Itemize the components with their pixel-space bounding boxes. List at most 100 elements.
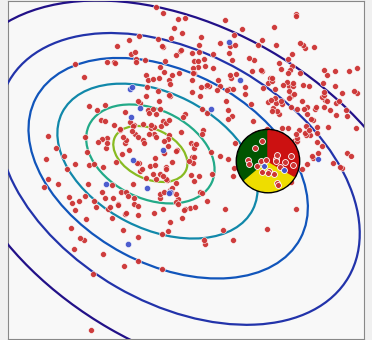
Point <box>188 140 194 145</box>
Point <box>45 176 51 182</box>
Point <box>158 267 164 272</box>
Point <box>248 102 254 107</box>
Point <box>160 148 166 153</box>
Point <box>265 100 271 105</box>
Point <box>238 26 244 31</box>
Point <box>136 34 142 39</box>
Point <box>125 193 131 199</box>
Point <box>86 104 92 109</box>
Point <box>259 169 265 174</box>
Point <box>280 83 286 88</box>
Point <box>165 228 171 234</box>
Point <box>269 108 275 114</box>
Point <box>175 16 181 22</box>
Point <box>343 114 349 119</box>
Point <box>161 189 167 194</box>
Point <box>99 190 105 195</box>
Point <box>259 37 265 42</box>
Point <box>107 204 113 209</box>
Point <box>231 165 237 170</box>
Point <box>84 149 90 155</box>
Point <box>265 170 271 176</box>
Point <box>319 143 325 149</box>
Point <box>270 105 276 110</box>
Point <box>293 14 299 19</box>
Point <box>264 127 270 132</box>
Point <box>72 162 78 167</box>
Point <box>140 137 146 143</box>
Point <box>145 132 151 137</box>
Point <box>264 155 270 160</box>
Point <box>155 37 161 42</box>
Point <box>214 87 220 93</box>
Point <box>179 216 185 221</box>
Point <box>202 63 208 68</box>
Point <box>296 127 302 133</box>
Point <box>279 66 285 72</box>
Point <box>273 42 279 48</box>
Point <box>304 104 310 110</box>
Point <box>254 163 260 169</box>
Point <box>105 135 110 140</box>
Point <box>275 108 280 114</box>
Point <box>132 132 138 137</box>
Point <box>309 153 315 158</box>
Point <box>167 219 173 225</box>
Point <box>157 171 163 177</box>
Point <box>204 110 210 116</box>
Point <box>324 72 330 78</box>
Point <box>199 84 205 90</box>
Point <box>220 228 226 233</box>
Point <box>261 163 267 169</box>
Point <box>288 93 294 99</box>
Point <box>204 82 210 88</box>
Point <box>146 110 152 116</box>
Point <box>208 149 214 155</box>
Point <box>187 172 193 177</box>
Point <box>148 125 154 130</box>
Point <box>199 131 205 136</box>
Point <box>109 216 115 221</box>
Point <box>72 207 78 212</box>
Point <box>313 104 319 109</box>
Point <box>233 71 239 76</box>
Point <box>167 81 173 87</box>
Point <box>191 145 197 150</box>
Point <box>113 43 119 49</box>
Point <box>281 167 287 173</box>
Point <box>229 113 235 118</box>
Point <box>306 84 312 89</box>
Point <box>169 160 175 165</box>
Point <box>199 127 205 132</box>
Point <box>217 153 223 159</box>
Point <box>300 42 306 47</box>
Point <box>130 182 136 187</box>
Point <box>312 106 318 112</box>
Point <box>314 140 320 145</box>
Point <box>226 50 232 55</box>
Point <box>135 203 141 209</box>
Point <box>246 155 252 160</box>
Point <box>99 136 105 141</box>
Point <box>258 67 264 73</box>
Point <box>343 107 349 113</box>
Point <box>109 182 115 188</box>
Point <box>138 168 144 174</box>
Point <box>354 66 360 71</box>
Point <box>169 35 174 40</box>
Point <box>182 15 187 21</box>
Point <box>231 42 237 48</box>
Point <box>139 167 145 172</box>
Point <box>117 126 123 132</box>
Point <box>260 85 266 90</box>
Point <box>288 154 294 159</box>
Point <box>110 195 116 200</box>
Point <box>164 165 170 170</box>
Point <box>95 140 101 145</box>
Point <box>198 35 204 40</box>
Point <box>131 195 137 201</box>
Point <box>189 78 195 83</box>
Point <box>102 118 108 123</box>
Point <box>290 83 296 89</box>
Point <box>256 42 262 48</box>
